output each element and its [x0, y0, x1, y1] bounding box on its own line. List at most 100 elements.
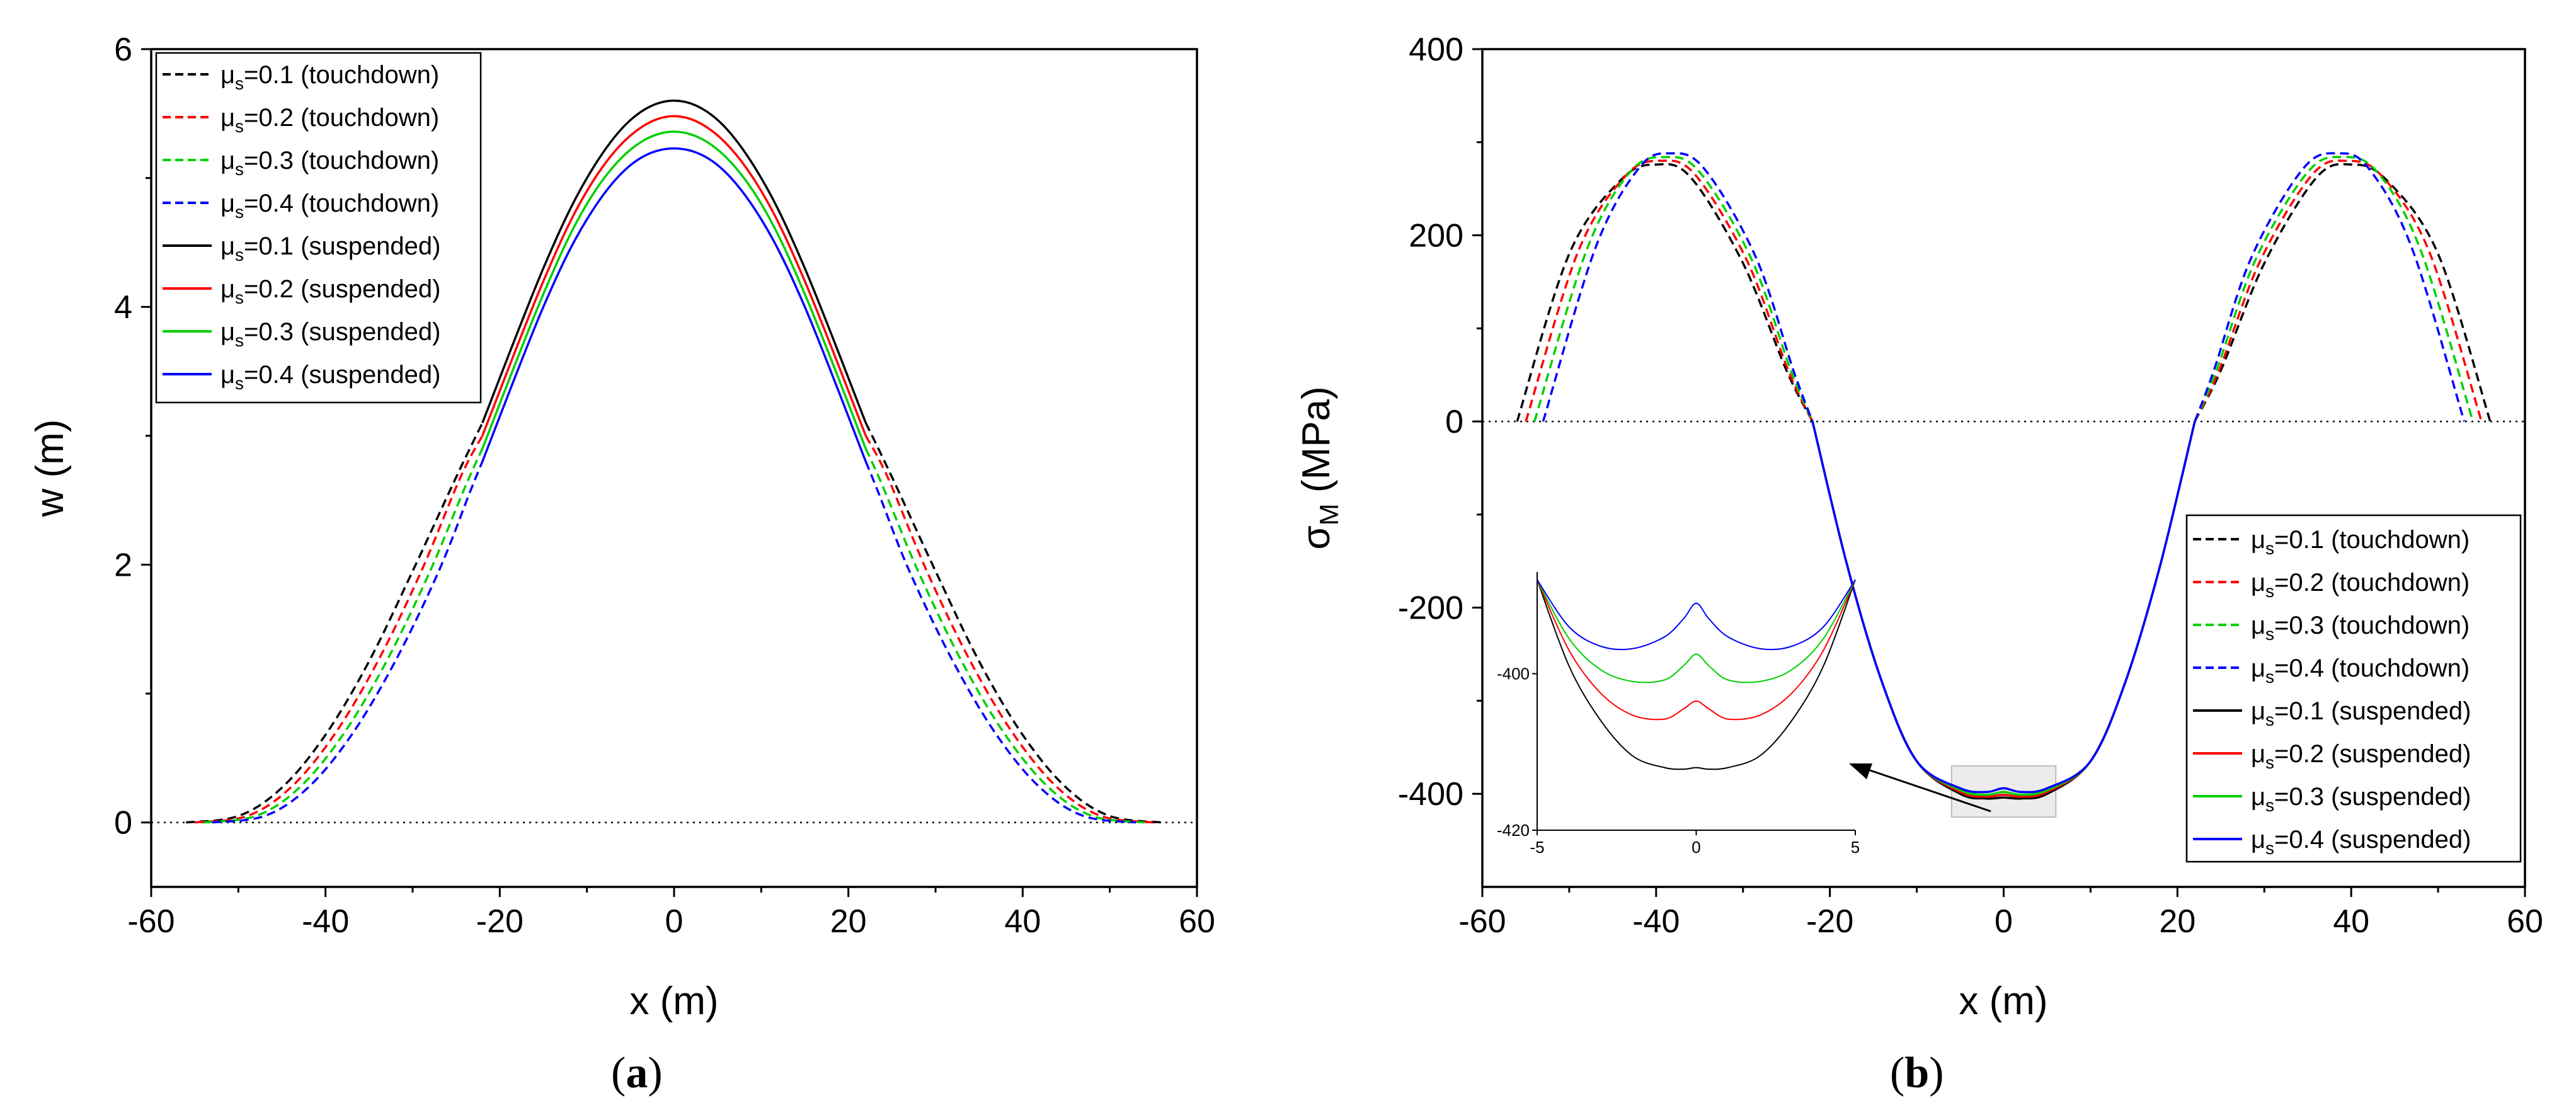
x-ticks-a: -60 -40 -20 0 20 40 60	[127, 887, 1215, 940]
x-tick-label: -60	[1458, 903, 1506, 940]
inset-pointer-arrow	[1855, 764, 1991, 813]
inset-series-line-4	[1537, 579, 1856, 651]
series-line-touchdown-mu-0.3-right	[2194, 156, 2474, 422]
legend-label-touchdown-mu-0.2: μs=0.2 (touchdown)	[2251, 569, 2470, 601]
series-line-touchdown-mu-0.3-left	[1533, 156, 1814, 422]
series-line-suspended-mu-0.2	[481, 115, 867, 437]
inset-y-tick-label: -420	[1497, 821, 1530, 840]
y-tick-label: 0	[1445, 404, 1463, 440]
y-axis-label-b: σM (MPa)	[1295, 386, 1344, 549]
legend-b: μs=0.1 (touchdown) μs=0.2 (touchdown) μs=0…	[2185, 514, 2522, 863]
series-line-suspended-mu-0.4	[481, 147, 867, 462]
series-line-touchdown-mu-0.4-left	[212, 461, 484, 824]
legend-label-suspended-mu-0.3: μs=0.3 (suspended)	[220, 318, 441, 350]
series-line-suspended-mu-0.2	[1811, 421, 2196, 798]
legend-box-a	[155, 52, 482, 404]
x-tick-label: 20	[830, 903, 867, 940]
legend-label-suspended-mu-0.3: μs=0.3 (suspended)	[2251, 783, 2471, 815]
inset-series-line-1	[1537, 580, 1856, 770]
inset-series-group	[1537, 579, 1856, 770]
x-ticks-b: -60 -40 -20 0 20 40 60	[1458, 887, 2543, 940]
inset-chart: -5 0 5 -400 -420	[1497, 572, 1860, 857]
series-line-suspended-mu-0.1	[481, 100, 867, 424]
legend-label-touchdown-mu-0.2: μs=0.2 (touchdown)	[220, 104, 439, 136]
x-axis-label-b: x (m)	[1959, 979, 2047, 1023]
series-line-touchdown-mu-0.1-left	[186, 422, 484, 824]
legend-label-touchdown-mu-0.3: μs=0.3 (touchdown)	[220, 147, 439, 179]
x-tick-label: 20	[2159, 903, 2195, 940]
y-tick-label: -400	[1398, 776, 1463, 813]
panel-letter-b: b	[1904, 1049, 1929, 1097]
x-tick-label: 60	[1179, 903, 1215, 940]
series-line-touchdown-mu-0.2-right	[864, 435, 1154, 824]
inset-y-tick-label: -400	[1497, 665, 1530, 683]
x-tick-label: 0	[665, 903, 684, 940]
legend-box-b	[2185, 514, 2522, 863]
x-tick-label: -20	[476, 903, 524, 940]
legend-label-suspended-mu-0.4: μs=0.4 (suspended)	[2251, 826, 2471, 858]
y-tick-label: 200	[1409, 218, 1463, 254]
y-tick-label: 400	[1409, 31, 1463, 68]
x-tick-label: 40	[1004, 903, 1041, 940]
legend-label-suspended-mu-0.1: μs=0.1 (suspended)	[2251, 697, 2471, 729]
y-tick-label: 4	[114, 289, 132, 326]
x-tick-label: -60	[127, 903, 175, 940]
legend-label-touchdown-mu-0.1: μs=0.1 (touchdown)	[220, 61, 439, 93]
legend-label-suspended-mu-0.2: μs=0.2 (suspended)	[2251, 740, 2471, 772]
x-tick-label: -40	[302, 903, 349, 940]
series-line-suspended-mu-0.3	[481, 130, 867, 449]
legend-a: μs=0.1 (touchdown) μs=0.2 (touchdown) μs=0…	[155, 52, 482, 404]
legend-label-suspended-mu-0.1: μs=0.1 (suspended)	[220, 232, 441, 265]
series-group-a	[186, 100, 1162, 824]
inset-x-tick-label: 5	[1851, 838, 1860, 857]
y-axis-label-unit-text-b: (MPa)	[1295, 386, 1338, 493]
legend-label-suspended-mu-0.4: μs=0.4 (suspended)	[220, 361, 441, 393]
panel-letter-a: a	[626, 1049, 648, 1097]
x-tick-label: -40	[1632, 903, 1680, 940]
legend-label-touchdown-mu-0.3: μs=0.3 (touchdown)	[2251, 612, 2470, 644]
inset-x-tick-label: 0	[1692, 838, 1700, 857]
inset-x-tick-label: -5	[1530, 838, 1544, 857]
inset-series-line-3	[1537, 579, 1856, 683]
y-axis-label-unit-b	[1295, 493, 1338, 503]
y-tick-label: 6	[114, 31, 132, 68]
chart-panel-a: -60 -40 -20 0 20 40 60 0 2 4 6 x (m) w (m) (a) μs…	[28, 31, 1215, 1097]
y-ticks-a: 0 2 4 6	[114, 31, 151, 842]
y-tick-label: -200	[1398, 590, 1463, 627]
series-line-touchdown-mu-0.1-right	[2194, 163, 2492, 422]
series-line-touchdown-mu-0.1-left	[1516, 163, 1814, 422]
series-line-touchdown-mu-0.3-right	[864, 448, 1145, 824]
series-line-touchdown-mu-0.1-right	[864, 422, 1162, 824]
x-tick-label: -20	[1806, 903, 1853, 940]
series-line-touchdown-mu-0.2-left	[1525, 159, 1814, 422]
series-line-suspended-mu-0.1	[1811, 421, 2196, 800]
y-tick-label: 2	[114, 547, 132, 583]
inset-pointer-arrowhead	[1849, 763, 1872, 779]
y-ticks-b: -400 -200 0 200 400	[1398, 31, 1482, 813]
inset-ticks: -5 0 5 -400 -420	[1497, 665, 1860, 857]
x-tick-label: 40	[2333, 903, 2369, 940]
legend-label-touchdown-mu-0.4: μs=0.4 (touchdown)	[220, 190, 439, 222]
series-line-suspended-mu-0.4	[1811, 421, 2196, 794]
series-line-touchdown-mu-0.2-right	[2194, 159, 2483, 422]
legend-label-suspended-mu-0.2: μs=0.2 (suspended)	[220, 275, 441, 307]
series-line-touchdown-mu-0.3-left	[203, 448, 484, 824]
series-line-touchdown-mu-0.4-left	[1542, 152, 1814, 422]
series-line-suspended-mu-0.3	[1811, 421, 2196, 796]
series-line-touchdown-mu-0.4-right	[864, 461, 1136, 824]
y-tick-label: 0	[114, 805, 132, 842]
y-axis-label-a: w (m)	[28, 420, 72, 518]
x-axis-label-a: x (m)	[629, 979, 718, 1023]
series-line-touchdown-mu-0.4-right	[2194, 152, 2466, 422]
y-axis-label-subscript-b: M	[1314, 503, 1344, 525]
series-line-touchdown-mu-0.2-left	[194, 435, 484, 824]
x-tick-label: 0	[1995, 903, 2013, 940]
x-tick-label: 60	[2507, 903, 2543, 940]
panel-label-a: (a)	[611, 1049, 663, 1097]
legend-label-touchdown-mu-0.1: μs=0.1 (touchdown)	[2251, 526, 2470, 558]
panel-label-b: (b)	[1890, 1049, 1944, 1097]
series-group-b	[1516, 152, 2492, 800]
y-axis-label-symbol-b: σ	[1295, 525, 1338, 549]
